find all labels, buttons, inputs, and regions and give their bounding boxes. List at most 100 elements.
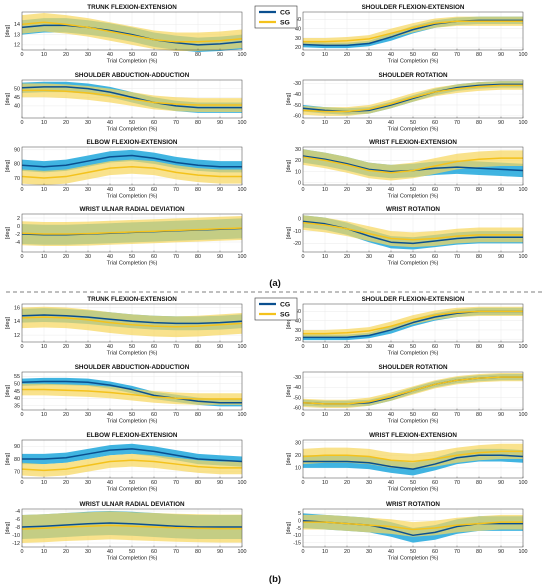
x-tick-label: 80 bbox=[476, 549, 482, 555]
y-tick-label: -12 bbox=[12, 541, 20, 547]
y-axis-label: [deg] bbox=[286, 385, 292, 397]
x-tick-label: 40 bbox=[388, 344, 394, 350]
x-tick-label: 70 bbox=[454, 254, 460, 260]
x-tick-label: 70 bbox=[173, 480, 179, 486]
x-tick-label: 0 bbox=[21, 549, 24, 555]
panel-label-b: (b) bbox=[269, 574, 281, 585]
y-tick-label: -30 bbox=[293, 375, 301, 381]
legend-cg-label: CG bbox=[280, 302, 290, 309]
x-tick-label: 0 bbox=[302, 120, 305, 126]
subplot-shoulder-flexion-extension: SHOULDER FLEXION-EXTENSION 0 10 20 30 40 50 60 7… bbox=[295, 4, 528, 65]
x-tick-label: 10 bbox=[41, 412, 47, 418]
y-axis-label: [deg] bbox=[286, 317, 292, 329]
sg-sd-band bbox=[22, 159, 242, 185]
sg-mean-line bbox=[21, 524, 242, 530]
y-tick-label: 30 bbox=[295, 147, 301, 153]
subplot-title: SHOULDER FLEXION-EXTENSION bbox=[362, 296, 465, 303]
cg-mean-line bbox=[22, 448, 243, 463]
x-tick-label: 20 bbox=[63, 254, 69, 260]
subplot-shoulder-rotation: SHOULDER ROTATION 0 10 20 30 40 50 60 70 80 90 100 -… bbox=[286, 72, 528, 133]
x-tick-label: 30 bbox=[85, 344, 91, 350]
y-axis-label: [deg] bbox=[5, 385, 11, 397]
x-axis-label: Trial Completion (%) bbox=[107, 419, 158, 425]
x-tick-label: 50 bbox=[129, 52, 135, 58]
x-tick-label: 80 bbox=[195, 187, 201, 193]
x-tick-label: 10 bbox=[41, 480, 47, 486]
x-tick-label: 80 bbox=[476, 412, 482, 418]
x-tick-label: 0 bbox=[302, 254, 305, 260]
subplot-title: SHOULDER FLEXION-EXTENSION bbox=[362, 4, 465, 11]
y-axis-label: [deg] bbox=[5, 25, 11, 37]
y-tick-label: 0 bbox=[298, 217, 301, 223]
sg-sd-band bbox=[22, 453, 242, 477]
x-tick-label: 90 bbox=[217, 344, 223, 350]
sg-mean-line bbox=[303, 20, 523, 43]
x-tick-label: 30 bbox=[366, 52, 372, 58]
x-tick-label: 100 bbox=[519, 549, 528, 555]
panel-label-a: (a) bbox=[269, 278, 281, 289]
x-tick-label: 30 bbox=[85, 549, 91, 555]
y-tick-label: -2 bbox=[15, 232, 20, 238]
y-tick-label: 90 bbox=[14, 148, 20, 154]
x-tick-label: 50 bbox=[129, 254, 135, 260]
x-tick-label: 60 bbox=[151, 412, 157, 418]
y-tick-label: 50 bbox=[295, 17, 301, 23]
x-tick-label: 60 bbox=[151, 52, 157, 58]
y-tick-label: -10 bbox=[293, 533, 301, 539]
cg-mean-line bbox=[21, 154, 242, 168]
sg-sd-band bbox=[303, 514, 523, 537]
cg-mean-line bbox=[302, 19, 523, 47]
x-tick-label: 0 bbox=[302, 344, 305, 350]
sg-sd-band bbox=[22, 216, 242, 246]
x-axis-label: Trial Completion (%) bbox=[388, 351, 439, 357]
x-tick-label: 30 bbox=[366, 344, 372, 350]
x-tick-label: 40 bbox=[388, 52, 394, 58]
subplot-title: ELBOW FLEXION-EXTENSION bbox=[87, 432, 178, 439]
x-axis-label: Trial Completion (%) bbox=[107, 59, 158, 65]
subplot-wrist-rotation: WRIST ROTATION 0 10 20 30 40 50 60 70 80 90 100 -20 -… bbox=[286, 206, 528, 267]
x-axis-label: Trial Completion (%) bbox=[107, 556, 158, 562]
sg-mean-line bbox=[21, 21, 243, 43]
y-axis-label: [deg] bbox=[286, 93, 292, 105]
x-tick-label: 0 bbox=[302, 187, 305, 193]
y-tick-label: -40 bbox=[293, 385, 301, 391]
subplot-title: ELBOW FLEXION-EXTENSION bbox=[87, 139, 178, 146]
x-tick-label: 20 bbox=[63, 187, 69, 193]
subplot-title: WRIST ROTATION bbox=[386, 206, 440, 213]
y-tick-label: -60 bbox=[293, 114, 301, 120]
x-tick-label: 100 bbox=[238, 120, 247, 126]
y-tick-label: 14 bbox=[14, 22, 20, 28]
x-tick-label: 70 bbox=[173, 120, 179, 126]
legend-cg-label: CG bbox=[280, 10, 290, 17]
x-tick-label: 100 bbox=[238, 187, 247, 193]
sg-mean-line bbox=[302, 84, 523, 113]
x-tick-label: 50 bbox=[129, 344, 135, 350]
x-tick-label: 90 bbox=[217, 254, 223, 260]
legend-box bbox=[254, 297, 298, 321]
x-tick-label: 70 bbox=[173, 254, 179, 260]
legend-b: CG SG bbox=[254, 297, 298, 321]
x-tick-label: 60 bbox=[432, 549, 438, 555]
x-tick-label: 10 bbox=[322, 344, 328, 350]
x-tick-label: 100 bbox=[238, 412, 247, 418]
x-tick-label: 20 bbox=[344, 120, 350, 126]
y-axis-label: [deg] bbox=[5, 317, 11, 329]
sg-mean-line bbox=[303, 521, 523, 531]
y-tick-label: 40 bbox=[295, 26, 301, 32]
y-tick-label: 90 bbox=[14, 444, 20, 450]
x-tick-label: 0 bbox=[21, 52, 24, 58]
x-tick-label: 80 bbox=[195, 344, 201, 350]
y-tick-label: 40 bbox=[14, 396, 20, 402]
x-tick-label: 20 bbox=[344, 480, 350, 486]
subplot-title: TRUNK FLEXION-EXTENSION bbox=[87, 296, 177, 303]
x-axis-label: Trial Completion (%) bbox=[388, 59, 439, 65]
x-tick-label: 30 bbox=[85, 52, 91, 58]
x-tick-label: 70 bbox=[454, 549, 460, 555]
x-tick-label: 100 bbox=[519, 120, 528, 126]
x-tick-label: 40 bbox=[107, 412, 113, 418]
x-tick-label: 20 bbox=[344, 187, 350, 193]
x-tick-label: 60 bbox=[151, 187, 157, 193]
y-tick-label: 30 bbox=[295, 328, 301, 334]
y-tick-label: -5 bbox=[296, 526, 301, 532]
x-tick-label: 60 bbox=[151, 254, 157, 260]
